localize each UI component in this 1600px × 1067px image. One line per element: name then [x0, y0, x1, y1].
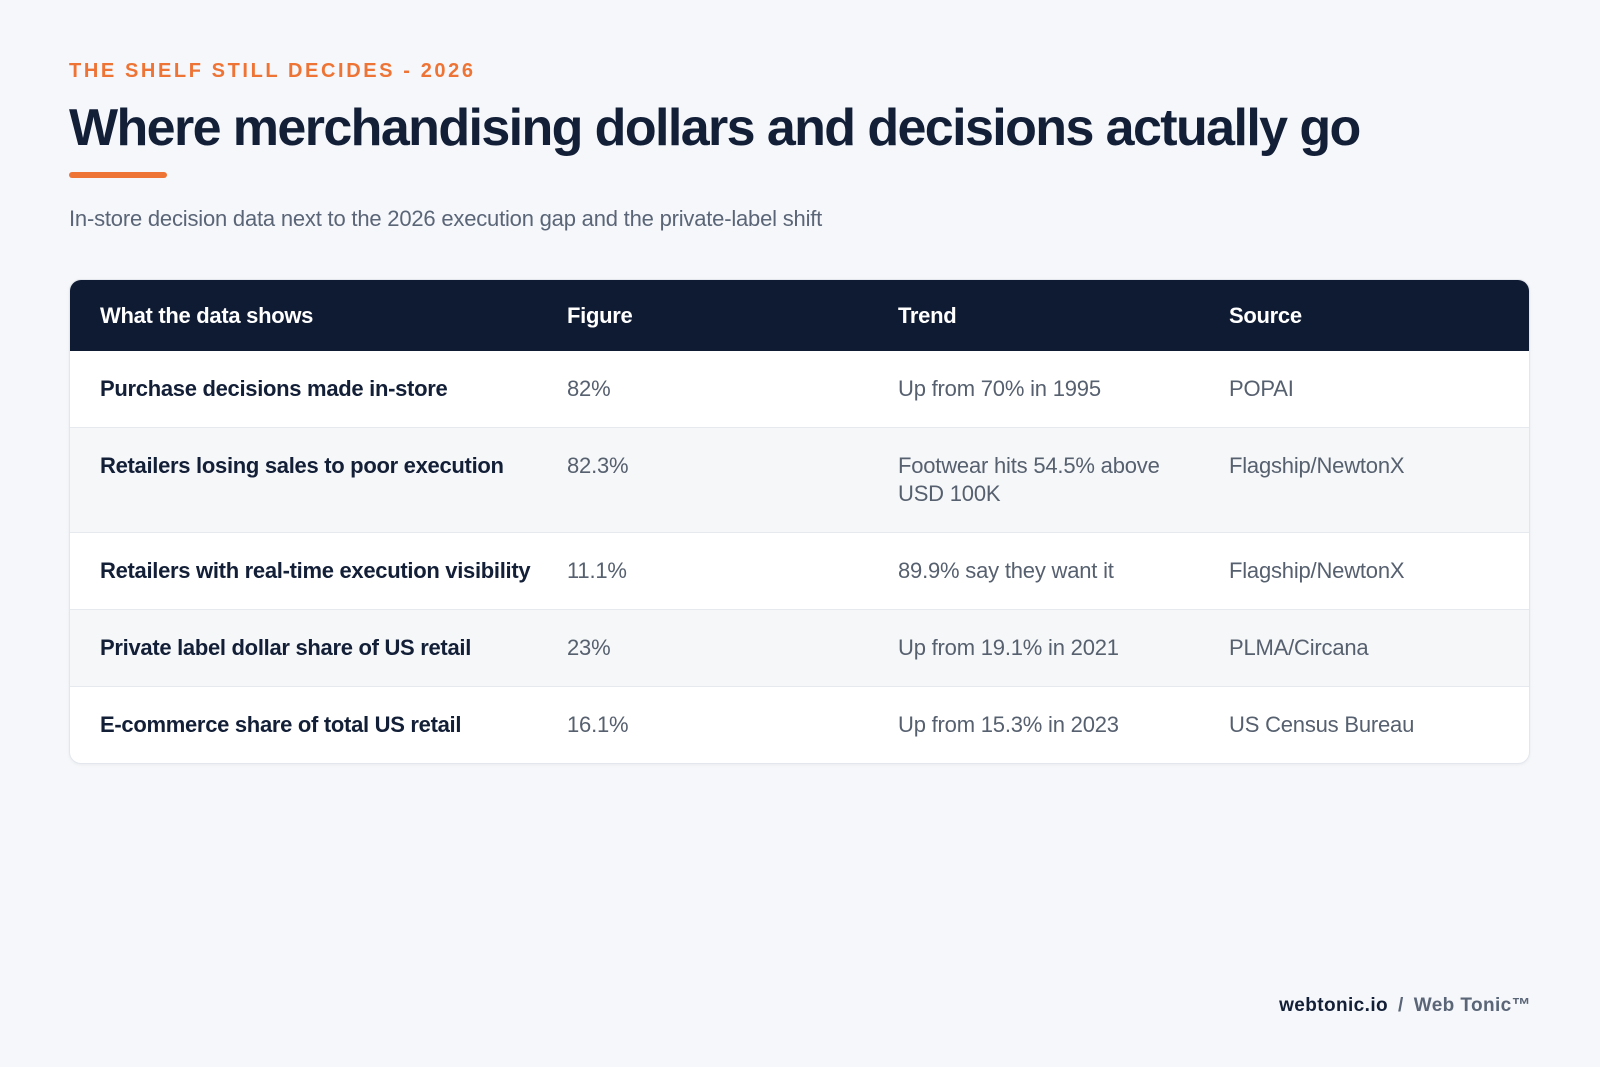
column-header-trend: Trend — [898, 302, 957, 328]
trend-cell: Up from 19.1% in 2021 — [898, 635, 1119, 660]
footer-credit: webtonic.io / Web Tonic™ — [1279, 995, 1531, 1017]
eyebrow-label: THE SHELF STILL DECIDES - 2026 — [69, 60, 476, 82]
footer-brand: Web Tonic™ — [1413, 995, 1531, 1016]
figure-cell: 82% — [567, 376, 611, 401]
metric-cell: Private label dollar share of US retail — [100, 635, 472, 660]
metric-cell: Retailers losing sales to poor execution — [100, 453, 504, 478]
figure-cell: 11.1% — [567, 558, 627, 583]
table-row: E-commerce share of total US retail 16.1… — [70, 686, 1529, 763]
page-title: Where merchandising dollars and decision… — [69, 99, 1361, 157]
source-cell: PLMA/Circana — [1229, 635, 1369, 660]
title-accent-bar — [69, 172, 167, 178]
column-header-metric: What the data shows — [100, 302, 314, 328]
figure-cell: 82.3% — [567, 453, 629, 478]
page-subtitle: In-store decision data next to the 2026 … — [69, 206, 823, 231]
trend-cell: Up from 15.3% in 2023 — [898, 712, 1119, 737]
table-row: Private label dollar share of US retail … — [70, 609, 1529, 686]
table-header: What the data shows Figure Trend Source — [70, 280, 1529, 351]
table-body: Purchase decisions made in-store 82% Up … — [70, 351, 1529, 763]
table-row: Retailers losing sales to poor execution… — [70, 427, 1529, 532]
source-cell: Flagship/NewtonX — [1229, 453, 1405, 478]
data-table: What the data shows Figure Trend Source … — [69, 279, 1530, 764]
table-row: Purchase decisions made in-store 82% Up … — [70, 351, 1529, 427]
trend-cell: Up from 70% in 1995 — [898, 376, 1101, 401]
source-cell: POPAI — [1229, 376, 1294, 401]
figure-cell: 23% — [567, 635, 611, 660]
column-header-source: Source — [1229, 302, 1302, 328]
metric-cell: Purchase decisions made in-store — [100, 376, 448, 401]
footer-separator: / — [1398, 995, 1404, 1016]
column-header-figure: Figure — [567, 302, 633, 328]
footer-site: webtonic.io — [1279, 995, 1389, 1016]
table-row: Retailers with real-time execution visib… — [70, 532, 1529, 609]
source-cell: US Census Bureau — [1229, 712, 1415, 737]
metric-cell: E-commerce share of total US retail — [100, 712, 462, 737]
metric-cell: Retailers with real-time execution visib… — [100, 558, 531, 583]
trend-cell: 89.9% say they want it — [898, 558, 1114, 583]
trend-cell: Footwear hits 54.5% above USD 100K — [898, 453, 1160, 506]
figure-cell: 16.1% — [567, 712, 629, 737]
source-cell: Flagship/NewtonX — [1229, 558, 1405, 583]
